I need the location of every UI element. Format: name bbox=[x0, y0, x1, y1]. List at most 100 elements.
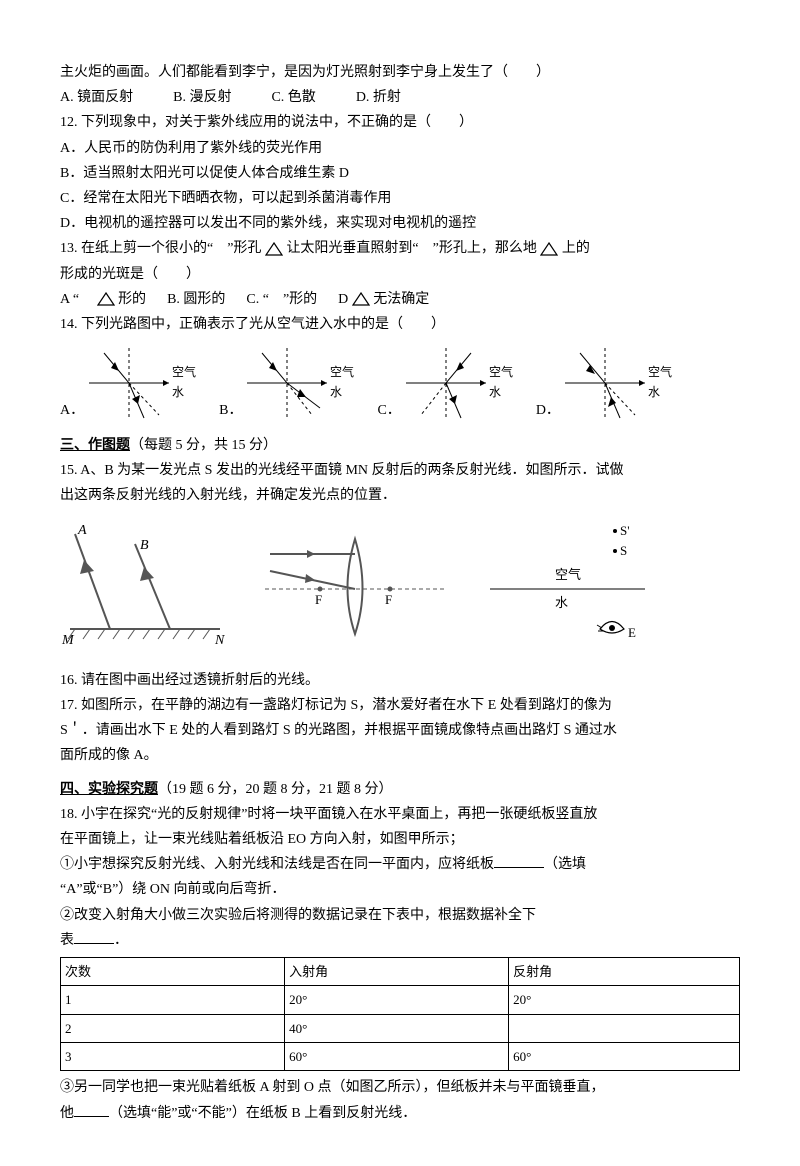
fig15-M: M bbox=[61, 633, 75, 648]
q11-opt-c: C. 色散 bbox=[271, 85, 315, 110]
q18-p2b-txt: 表 bbox=[60, 933, 74, 948]
q18-p3c: （选填“能”或“不能”）在纸板 B 上看到反射光线． bbox=[109, 1106, 416, 1121]
q14-water-b: 水 bbox=[330, 385, 342, 399]
q11-options: A. 镜面反射 B. 漫反射 C. 色散 D. 折射 bbox=[60, 85, 740, 110]
q18-p1: ①小宇想探究反射光线、入射光线和法线是否在同一平面内，应将纸板 （选填 bbox=[60, 852, 740, 877]
triangle-icon bbox=[265, 242, 283, 256]
table-row: 1 20° 20° bbox=[61, 986, 740, 1014]
q13-opt-d-a: D bbox=[338, 292, 348, 307]
q13-l1b: 让太阳光垂直照射到“ ”形孔上，那么地 bbox=[286, 241, 536, 256]
q14-diagram-b: B． 空气 水 bbox=[219, 343, 357, 423]
q17-l1: 17. 如图所示，在平静的湖边有一盏路灯标记为 S，潜水爱好者在水下 E 处看到… bbox=[60, 693, 740, 718]
fig17: S' S 空气 水 E bbox=[480, 519, 650, 658]
q14-stem: 14. 下列光路图中，正确表示了光从空气进入水中的是（ ） bbox=[60, 312, 740, 337]
q14-air-c: 空气 bbox=[489, 364, 513, 379]
cell: 20° bbox=[509, 986, 740, 1014]
q18-p3b: 他 bbox=[60, 1106, 74, 1121]
q18-p1a: ①小宇想探究反射光线、入射光线和法线是否在同一平面内，应将纸板 bbox=[60, 857, 494, 872]
q18-l1: 18. 小宇在探究“光的反射规律”时将一块平面镜入在水平桌面上，再把一张硬纸板竖… bbox=[60, 802, 740, 827]
fig15-N: N bbox=[214, 633, 225, 648]
section3-score: （每题 5 分，共 15 分） bbox=[130, 438, 277, 453]
q16: 16. 请在图中画出经过透镜折射后的光线。 bbox=[60, 668, 740, 693]
cell: 3 bbox=[61, 1043, 285, 1071]
q18-p3: 他 （选填“能”或“不能”）在纸板 B 上看到反射光线． bbox=[60, 1101, 740, 1126]
q13-options: A “ 形的 B. 圆形的 C. “ ”形的 D 无法确定 bbox=[60, 287, 740, 312]
q13-opt-b: B. 圆形的 bbox=[167, 292, 225, 307]
q14-label-d: D． bbox=[536, 398, 560, 423]
blank-field[interactable] bbox=[74, 929, 114, 944]
q14-air-a: 空气 bbox=[172, 364, 196, 379]
cell: 60° bbox=[285, 1043, 509, 1071]
fig16-F1: F bbox=[315, 592, 322, 607]
q14-air-b: 空气 bbox=[330, 364, 354, 379]
figures-row: A B M N F F S' S 空气 水 E bbox=[60, 519, 740, 658]
q18-p2a: ②改变入射角大小做三次实验后将测得的数据记录在下表中，根据数据补全下 bbox=[60, 903, 740, 928]
fig16-F2: F bbox=[385, 592, 392, 607]
blank-field[interactable] bbox=[494, 853, 544, 868]
th-index: 次数 bbox=[61, 957, 285, 985]
table-row: 3 60° 60° bbox=[61, 1043, 740, 1071]
cell: 1 bbox=[61, 986, 285, 1014]
q17-l2: S＇．请画出水下 E 处的人看到路灯 S 的光路图，并根据平面镜成像特点画出路灯… bbox=[60, 718, 740, 743]
table-row: 次数 入射角 反射角 bbox=[61, 957, 740, 985]
q14-diagrams: A． 空气 水 B． 空气 水 C． bbox=[60, 343, 740, 423]
q11-opt-b: B. 漫反射 bbox=[173, 85, 231, 110]
cell: 2 bbox=[61, 1014, 285, 1042]
q14-water-c: 水 bbox=[489, 385, 501, 399]
triangle-icon bbox=[352, 292, 370, 306]
triangle-icon bbox=[97, 292, 115, 306]
q13-l1a: 13. 在纸上剪一个很小的“ ”形孔 bbox=[60, 241, 261, 256]
q11-opt-d: D. 折射 bbox=[356, 85, 401, 110]
fig16: F F bbox=[260, 529, 450, 648]
q17-l3: 面所成的像 A。 bbox=[60, 743, 740, 768]
fig17-E: E bbox=[628, 625, 636, 640]
triangle-icon bbox=[540, 242, 558, 256]
q14-diagram-d: D． 空气 水 bbox=[536, 343, 675, 423]
section3-title: 三、作图题（每题 5 分，共 15 分） bbox=[60, 433, 740, 458]
q18-p2b: 表． bbox=[60, 928, 740, 953]
fig17-sp: S' bbox=[620, 523, 630, 538]
q15-l1: 15. A、B 为某一发光点 S 发出的光线经平面镜 MN 反射后的两条反射光线… bbox=[60, 458, 740, 483]
th-incident: 入射角 bbox=[285, 957, 509, 985]
q13-line1: 13. 在纸上剪一个很小的“ ”形孔 让太阳光垂直照射到“ ”形孔上，那么地 上… bbox=[60, 236, 740, 261]
cell: 20° bbox=[285, 986, 509, 1014]
fig17-s: S bbox=[620, 543, 627, 558]
section3-heading: 三、作图题 bbox=[60, 438, 130, 453]
q13-line2: 形成的光斑是（ ） bbox=[60, 262, 740, 287]
q18-l2: 在平面镜上，让一束光线贴着纸板沿 EO 方向入射，如图甲所示； bbox=[60, 827, 740, 852]
th-reflect: 反射角 bbox=[509, 957, 740, 985]
q18-p3a: ③另一同学也把一束光贴着纸板 A 射到 O 点（如图乙所示），但纸板并未与平面镜… bbox=[60, 1075, 740, 1100]
q14-diagram-c: C． 空气 水 bbox=[377, 343, 515, 423]
q11-stem-tail: 主火炬的画面。人们都能看到李宁，是因为灯光照射到李宁身上发生了（ ） bbox=[60, 60, 740, 85]
q12-stem: 12. 下列现象中，对关于紫外线应用的说法中，不正确的是（ ） bbox=[60, 110, 740, 135]
q12-opt-c: C．经常在太阳光下晒晒衣物，可以起到杀菌消毒作用 bbox=[60, 186, 740, 211]
fig17-water: 水 bbox=[555, 595, 568, 610]
q18-p2c: ． bbox=[114, 933, 128, 948]
q14-diagram-a: A． 空气 水 bbox=[60, 343, 199, 423]
q14-air-d: 空气 bbox=[648, 364, 672, 379]
cell: 60° bbox=[509, 1043, 740, 1071]
section4-title: 四、实验探究题（19 题 6 分，20 题 8 分，21 题 8 分） bbox=[60, 777, 740, 802]
q12-opt-b: B．适当照射太阳光可以促使人体合成维生素 D bbox=[60, 161, 740, 186]
q18-table: 次数 入射角 反射角 1 20° 20° 2 40° 3 60° 60° bbox=[60, 957, 740, 1072]
q13-opt-c: C. “ ”形的 bbox=[246, 292, 317, 307]
fig15-B: B bbox=[140, 538, 149, 553]
q11-opt-a: A. 镜面反射 bbox=[60, 85, 133, 110]
cell[interactable] bbox=[509, 1014, 740, 1042]
section4-score: （19 题 6 分，20 题 8 分，21 题 8 分） bbox=[158, 782, 393, 797]
q14-water-d: 水 bbox=[648, 385, 660, 399]
table-row: 2 40° bbox=[61, 1014, 740, 1042]
q13-l1c: 上的 bbox=[562, 241, 590, 256]
q14-label-c: C． bbox=[377, 398, 400, 423]
fig15-A: A bbox=[77, 523, 87, 538]
q18-p1c: “A”或“B”）绕 ON 向前或向后弯折． bbox=[60, 877, 740, 902]
q14-label-b: B． bbox=[219, 398, 242, 423]
q18-p1b: （选填 bbox=[544, 857, 586, 872]
q13-opt-a: A “ bbox=[60, 292, 93, 307]
blank-field[interactable] bbox=[74, 1102, 109, 1117]
q13-opt-a2: 形的 bbox=[118, 292, 146, 307]
cell: 40° bbox=[285, 1014, 509, 1042]
fig17-air: 空气 bbox=[555, 567, 581, 582]
q12-opt-a: A．人民币的防伪利用了紫外线的荧光作用 bbox=[60, 136, 740, 161]
q15-l2: 出这两条反射光线的入射光线，并确定发光点的位置． bbox=[60, 483, 740, 508]
